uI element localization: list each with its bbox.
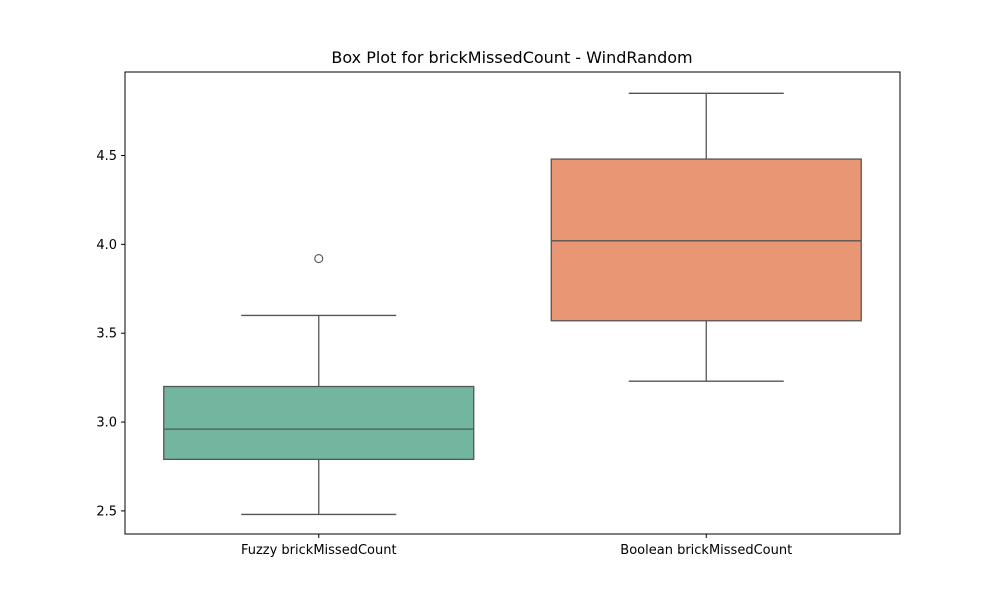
y-tick-label: 2.5 — [96, 504, 117, 519]
y-tick-label: 4.0 — [96, 238, 117, 253]
plot-frame — [124, 71, 901, 535]
plot-marks — [163, 92, 862, 516]
box-group-fuzzy-brickmissedcount — [163, 254, 475, 516]
y-tick-label: 3.5 — [96, 327, 117, 342]
iqr-box — [550, 158, 862, 322]
y-tick-label: 3.0 — [96, 416, 117, 431]
chart-title: Box Plot for brickMissedCount - WindRand… — [331, 48, 692, 67]
y-tick-label: 4.5 — [96, 149, 117, 164]
iqr-box — [163, 385, 475, 461]
x-tick-label: Boolean brickMissedCount — [620, 543, 792, 558]
x-tick-label: Fuzzy brickMissedCount — [241, 543, 397, 558]
outlier-point — [314, 254, 324, 264]
axes: Fuzzy brickMissedCount Boolean brickMisse… — [96, 149, 792, 558]
box-group-boolean-brickmissedcount — [550, 92, 862, 382]
